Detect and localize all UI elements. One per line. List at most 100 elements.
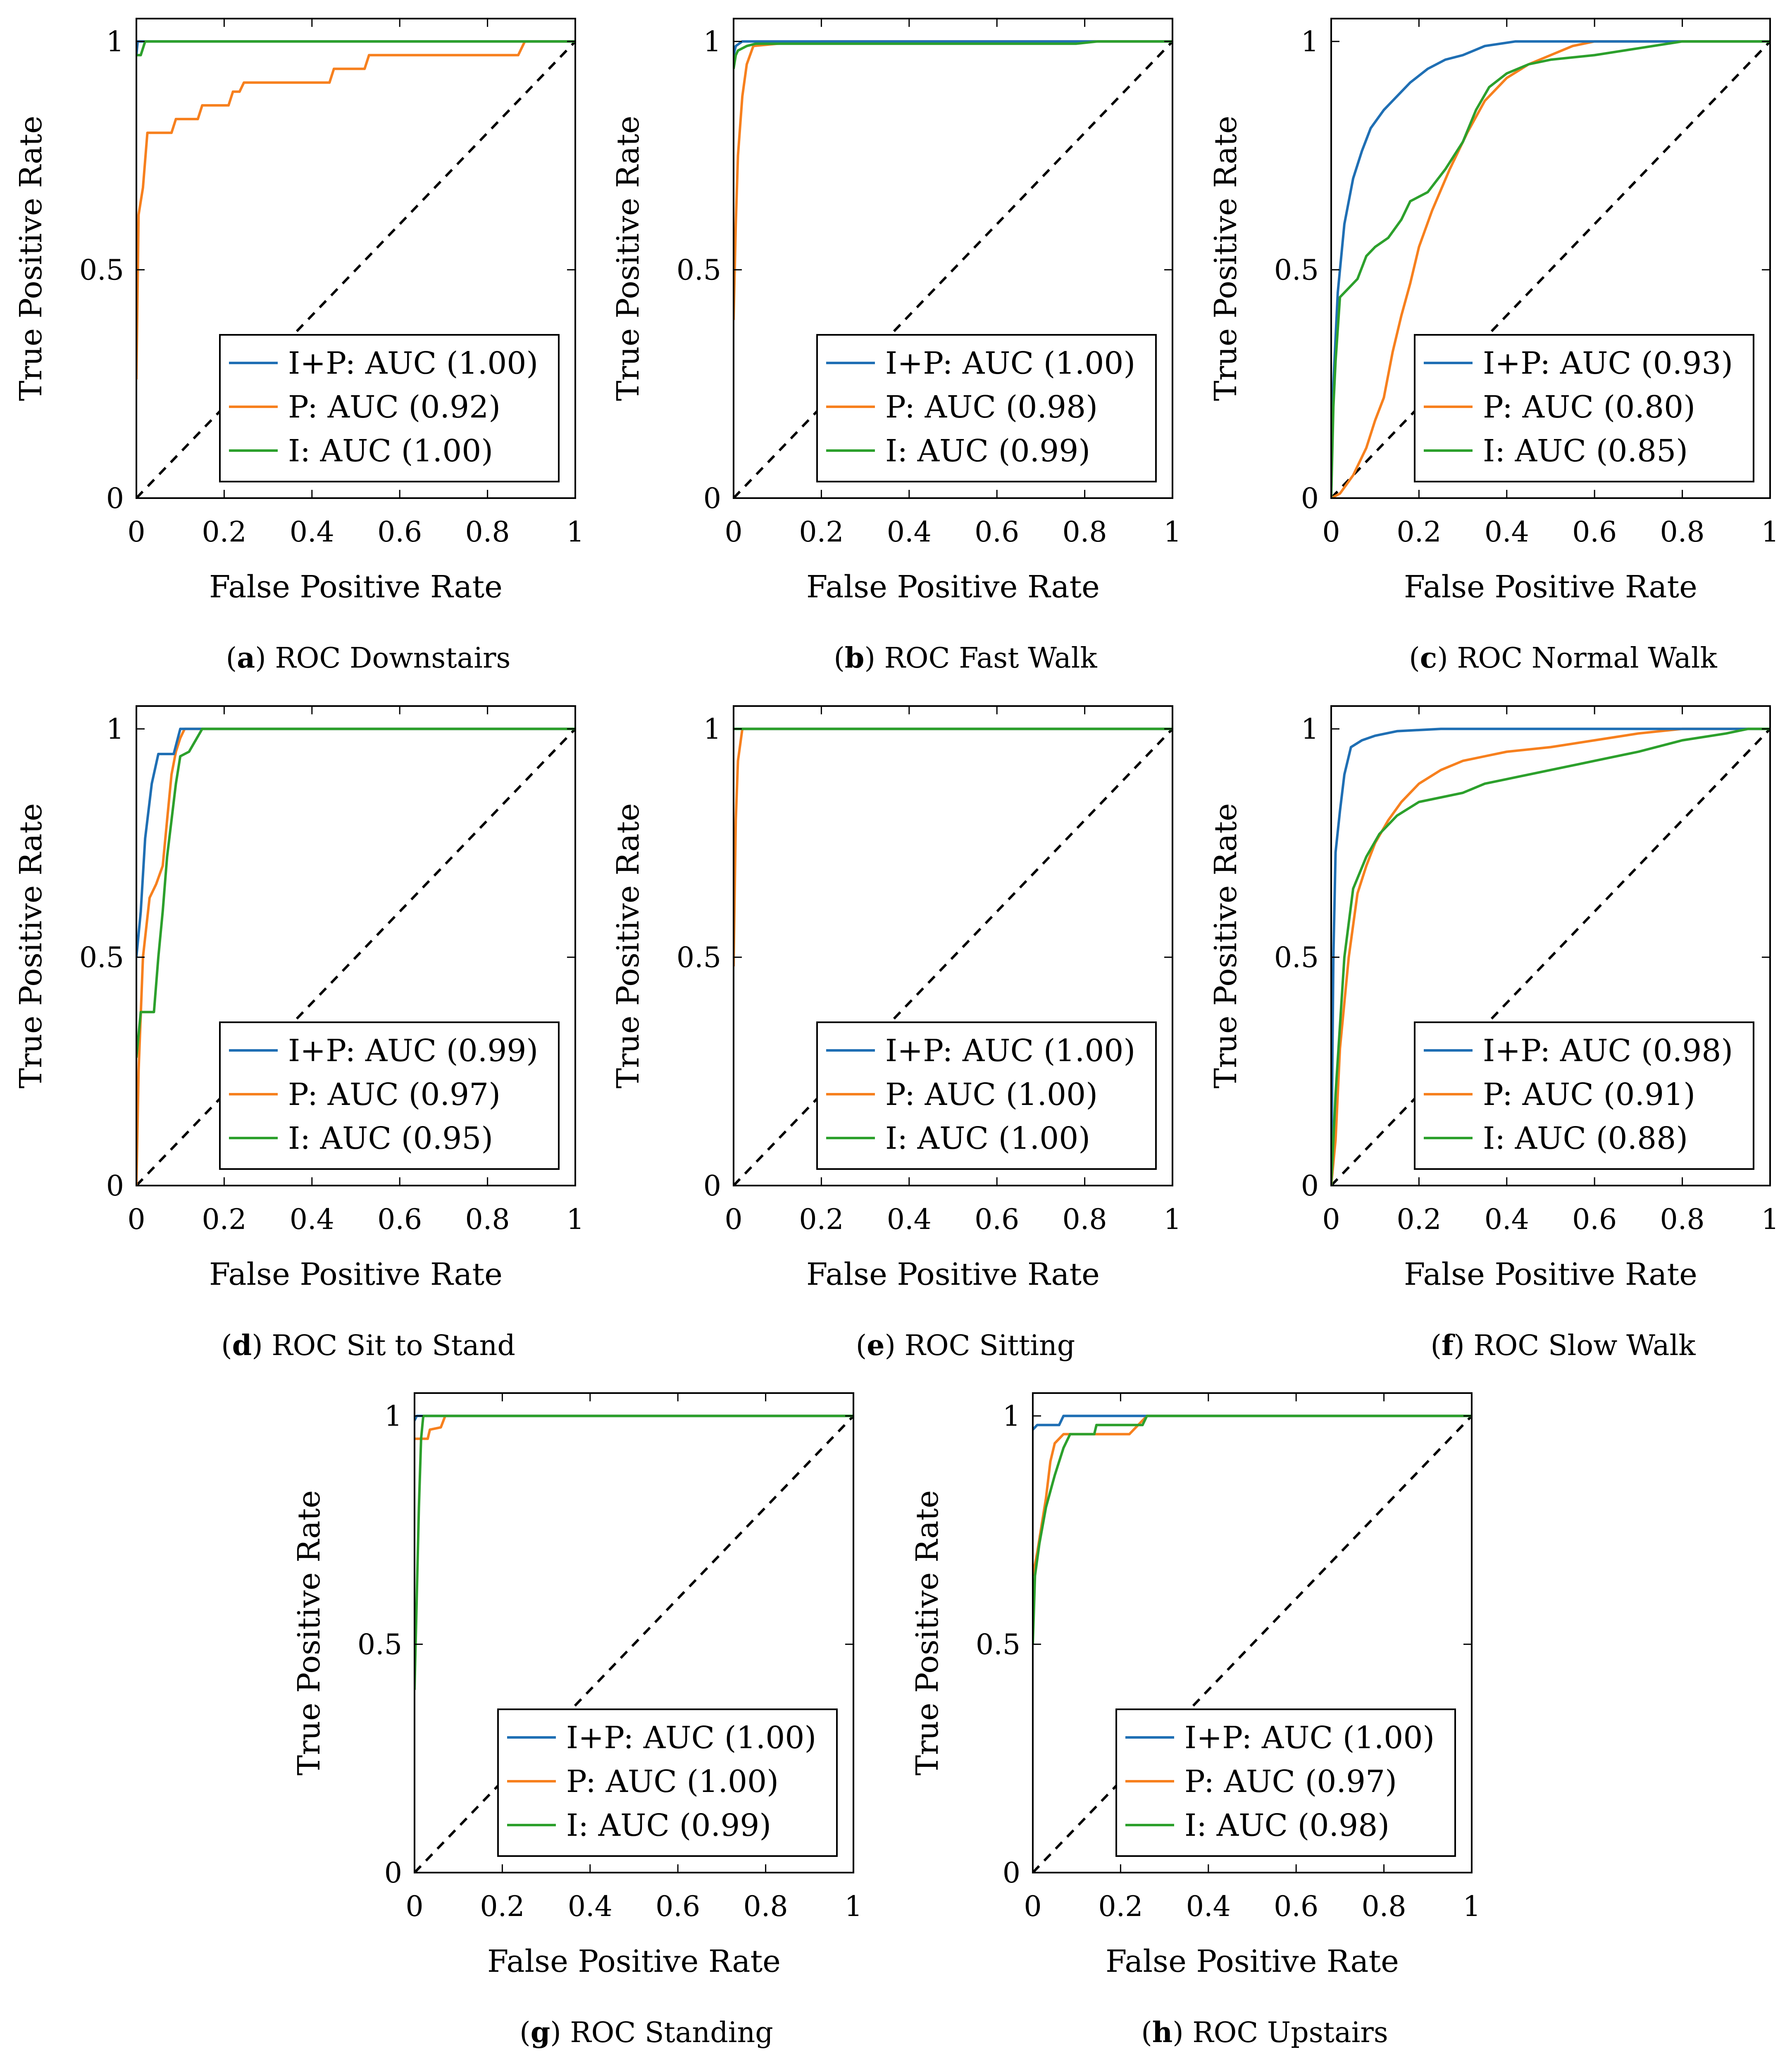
x-axis-label: False Positive Rate [1106,1944,1399,1979]
x-tick-label: 0.6 [1572,1203,1617,1236]
legend-box [219,334,560,482]
x-tick-label: 0.8 [1362,1890,1406,1923]
legend-entry-p: P: AUC (1.00) [566,1764,779,1799]
x-tick-label: 0 [1322,1203,1340,1236]
legend-entry-p: P: AUC (0.92) [288,389,500,425]
legend-entry-p: P: AUC (0.97) [1184,1764,1397,1799]
series-line-p [734,728,1172,966]
series-line-ip [1331,40,1770,498]
y-tick-label: 0.5 [1274,254,1319,287]
x-tick-label: 0 [1024,1890,1041,1923]
panel-caption: (a) ROC Downstairs [226,642,511,675]
series-line-p [136,728,575,1186]
legend-box [1414,1021,1754,1170]
legend-entry-i: I: AUC (0.99) [885,433,1090,469]
y-tick-label: 0 [384,1857,402,1890]
y-tick-label: 1 [106,26,124,58]
series-line-i [136,728,575,1058]
x-tick-label: 0.8 [743,1890,788,1923]
legend-box [816,334,1157,482]
x-tick-label: 0.4 [290,516,334,549]
legend-entry-i: I: AUC (0.88) [1483,1121,1688,1156]
plot-frame [1032,1392,1473,1873]
series-line-p [734,40,1172,320]
y-tick-label: 1 [703,26,721,58]
y-axis-label: True Positive Rate [1208,116,1244,401]
panel-caption: (d) ROC Sit to Stand [221,1329,515,1362]
x-tick-label: 0.6 [975,1203,1019,1236]
y-tick-label: 1 [106,713,124,746]
chart-panel-b: 0 0.2 0.4 0.6 0.8 1 0 0.5 1 False Positive Rate Tr… [610,18,1182,675]
y-axis-label: True Positive Rate [610,803,646,1088]
x-tick-label: 1 [844,1890,862,1923]
panel-caption-title: ) ROC Standing [550,2016,773,2049]
panel-caption-tag: f [1442,1329,1455,1362]
legend-entry-i: I: AUC (0.99) [566,1808,771,1843]
chart-panel-a: 0 0.2 0.4 0.6 0.8 1 0 0.5 1 False Positive Rate Tr… [13,18,584,675]
panel-caption-title: ) ROC Normal Walk [1437,642,1717,675]
y-tick-label: 0 [703,1170,721,1203]
x-tick-label: 0.2 [202,1203,246,1236]
legend-box [1414,334,1754,482]
y-tick-label: 1 [1301,713,1319,746]
panel-caption-tag: a [237,642,255,675]
panel-caption-title: ) ROC Upstairs [1172,2016,1388,2049]
plot-frame [1330,705,1771,1186]
chance-diagonal [413,1415,855,1874]
legend-entry-i: I: AUC (0.98) [1184,1808,1389,1843]
legend-entry-ip: I+P: AUC (1.00) [1184,1720,1435,1756]
series-line-i [734,40,1172,69]
series-line-i [415,1415,853,1690]
y-axis-label: True Positive Rate [13,116,49,401]
x-axis-label: False Positive Rate [806,569,1100,605]
plot-frame [1330,18,1771,499]
x-tick-label: 0.6 [655,1890,700,1923]
y-tick-label: 1 [703,713,721,746]
chart-panel-d: 0 0.2 0.4 0.6 0.8 1 0 0.5 1 False Positive Rate Tr… [13,705,584,1362]
x-tick-label: 0.6 [377,1203,422,1236]
chart-panel-f: 0 0.2 0.4 0.6 0.8 1 0 0.5 1 False Positive Rate Tr… [1208,705,1779,1362]
x-tick-label: 0.2 [799,516,844,549]
x-tick-label: 0.4 [568,1890,612,1923]
legend-entry-ip: I+P: AUC (0.98) [1483,1033,1733,1069]
x-tick-label: 0 [724,516,742,549]
chance-diagonal [135,41,577,499]
series-line-i [136,40,575,57]
legend-entry-ip: I+P: AUC (1.00) [566,1720,816,1756]
legend-entry-ip: I+P: AUC (1.00) [885,346,1135,381]
x-tick-label: 0.4 [887,516,932,549]
x-axis-label: False Positive Rate [487,1944,781,1979]
x-tick-label: 0 [724,1203,742,1236]
y-tick-label: 0 [1301,1170,1319,1203]
y-tick-label: 0 [1003,1857,1020,1890]
panel-caption: (b) ROC Fast Walk [834,642,1097,675]
x-tick-label: 0.6 [1572,516,1617,549]
series-line-i [1331,40,1770,498]
x-tick-label: 0.2 [1396,516,1441,549]
x-tick-label: 0.4 [1485,516,1529,549]
x-tick-label: 0 [1322,516,1340,549]
legend-entry-ip: I+P: AUC (1.00) [885,1033,1135,1069]
panel-caption-tag: b [845,642,865,675]
panel-caption-tag: h [1152,2016,1172,2049]
chart-panel-g: 0 0.2 0.4 0.6 0.8 1 0 0.5 1 False Positive Rate Tr… [291,1392,863,2049]
x-tick-label: 0.4 [887,1203,932,1236]
legend-entry-i: I: AUC (0.85) [1483,433,1688,469]
legend-entry-p: P: AUC (0.91) [1483,1077,1695,1112]
series-line-ip [734,40,1172,56]
x-tick-label: 0.4 [290,1203,334,1236]
x-tick-label: 1 [1761,516,1779,549]
plot-frame [733,705,1173,1186]
y-tick-label: 0.5 [79,942,124,974]
y-tick-label: 0.5 [1274,942,1319,974]
x-tick-label: 0.4 [1485,1203,1529,1236]
x-tick-label: 0.2 [799,1203,844,1236]
x-tick-label: 0.2 [202,516,246,549]
y-tick-label: 0 [1301,482,1319,515]
y-tick-label: 0.5 [976,1629,1020,1661]
x-tick-label: 0.8 [1063,1203,1107,1236]
y-tick-label: 0 [703,482,721,515]
x-tick-label: 1 [1163,1203,1181,1236]
legend-entry-ip: I+P: AUC (0.99) [288,1033,538,1069]
